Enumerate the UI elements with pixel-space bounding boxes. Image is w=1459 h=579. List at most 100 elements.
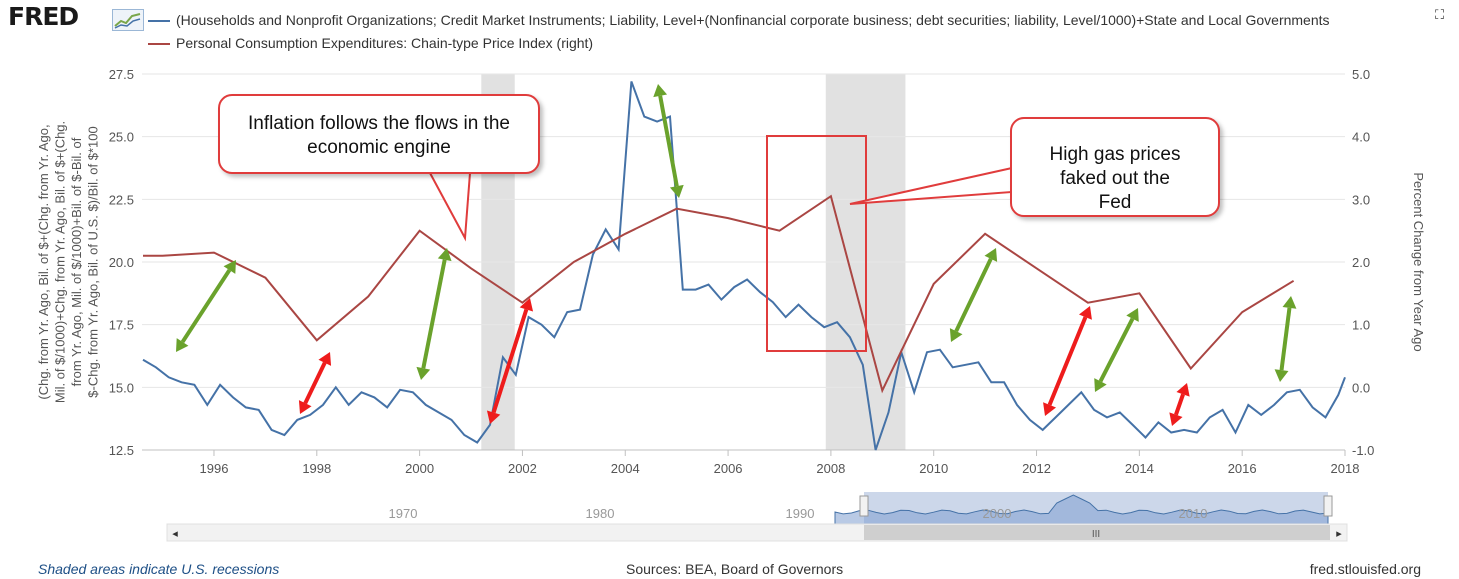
red-arrow-3-head-start <box>1169 412 1183 426</box>
green-arrow-0 <box>176 260 236 352</box>
red-arrow-1-head-end <box>519 298 534 312</box>
site-link[interactable]: fred.stlouisfed.org <box>1309 561 1421 577</box>
scrollbar-grip: III <box>1092 529 1100 540</box>
legend-swatch-red <box>148 43 170 46</box>
navigator-series <box>834 494 1329 525</box>
navigator-label-3: 2000 <box>983 506 1012 521</box>
red-arrow-3-head-end <box>1176 383 1190 397</box>
red-arrow-1-shaft <box>491 308 529 414</box>
green-arrow-3-head-end <box>984 248 998 262</box>
callout-high-gas-prices: High gas prices faked out the Fed <box>1010 117 1220 217</box>
navigator-handle-right <box>1323 495 1333 517</box>
navigator[interactable]: 1970 1980 1990 2000 2010 III ◂ ▸ <box>166 492 1348 542</box>
green-arrow-1-head-start <box>416 366 431 380</box>
left-tick-label-2: 22.5 <box>109 192 134 207</box>
green-arrow-5-head-start <box>1274 369 1289 382</box>
highlight-box-2007 <box>766 135 867 352</box>
green-arrow-1-shaft <box>421 259 447 369</box>
red-arrow-0-head-end <box>318 352 332 366</box>
x-tick-label-0: 1996 <box>200 461 229 476</box>
green-arrow-2-head-start <box>653 84 668 98</box>
red-arrow-0-shaft <box>303 361 327 405</box>
left-axis-label-line: (Chg. from Yr. Ago, Bil. of $+(Chg. from… <box>36 124 51 399</box>
fred-logo-chart-icon <box>112 9 144 31</box>
green-arrow-3 <box>949 248 998 342</box>
legend-series-2-label: Personal Consumption Expenditures: Chain… <box>176 35 594 51</box>
navigator-label-1: 1980 <box>586 506 615 521</box>
green-arrow-4-head-end <box>1126 308 1139 322</box>
green-arrow-3-head-start <box>949 328 963 342</box>
green-arrow-0-head-start <box>176 338 189 352</box>
x-tick-label-5: 2006 <box>714 461 743 476</box>
green-arrow-1-head-end <box>437 248 452 262</box>
left-axis-label-line: Mil. of $/1000)+Chg. from Yr. Ago, Bil. … <box>53 121 68 403</box>
legend-swatch-blue <box>148 20 170 23</box>
right-tick-label-3: 2.0 <box>1352 255 1370 270</box>
red-arrow-3 <box>1169 383 1190 426</box>
right-tick-label-6: -1.0 <box>1352 443 1374 458</box>
green-arrow-2-head-end <box>669 184 684 198</box>
legend-series-2[interactable]: Personal Consumption Expenditures: Chain… <box>148 35 1438 51</box>
red-arrow-1 <box>486 298 534 424</box>
green-arrow-4 <box>1094 308 1139 392</box>
x-tick-label-10: 2016 <box>1228 461 1257 476</box>
series-line-1 <box>143 194 1295 394</box>
green-arrow-2 <box>653 84 684 198</box>
left-axis-label-line: $-Chg. from Yr. Ago, Bil. of U.S. $)/Bil… <box>86 126 101 397</box>
axes: 27.5 25.0 22.5 20.0 17.5 15.0 12.5 5.0 4.0 3.0 2.0… <box>36 67 1426 476</box>
x-tick-label-6: 2008 <box>816 461 845 476</box>
series-line-0 <box>142 81 1346 451</box>
red-arrow-2-shaft <box>1047 316 1088 406</box>
navigator-label-0: 1970 <box>389 506 418 521</box>
red-arrow-0 <box>298 352 332 414</box>
green-arrow-0-head-end <box>223 260 236 274</box>
navigator-label-4: 2010 <box>1179 506 1208 521</box>
x-tick-label-1: 1998 <box>302 461 331 476</box>
fred-logo[interactable]: FRED <box>8 2 79 31</box>
green-arrow-5-head-end <box>1282 296 1297 309</box>
green-arrow-0-shaft <box>180 268 232 344</box>
right-axis-label: Percent Change from Year Ago <box>1411 172 1426 351</box>
red-arrow-2-head-start <box>1043 402 1057 416</box>
red-arrow-3-shaft <box>1174 393 1185 416</box>
callout-inflation-flows: Inflation follows the flows in the econo… <box>218 94 540 174</box>
left-tick-label-5: 15.0 <box>109 380 134 395</box>
green-arrow-5 <box>1274 296 1297 382</box>
scrollbar-left-arrow: ◂ <box>172 527 178 540</box>
x-tick-label-4: 2004 <box>611 461 640 476</box>
green-arrow-2-shaft <box>658 95 679 187</box>
right-tick-label-4: 1.0 <box>1352 318 1370 333</box>
x-tick-label-9: 2014 <box>1125 461 1154 476</box>
left-tick-label-3: 20.0 <box>109 255 134 270</box>
legend-series-1-label: (Households and Nonprofit Organizations;… <box>176 12 1330 28</box>
x-tick-label-8: 2012 <box>1022 461 1051 476</box>
series-lines <box>142 81 1346 451</box>
green-arrow-4-head-start <box>1094 378 1107 392</box>
callout1-tail <box>428 172 472 242</box>
left-axis-label-line: from Yr. Ago, Mil. of $/1000)+Bil. of $-… <box>69 137 84 386</box>
right-tick-label-0: 5.0 <box>1352 67 1370 82</box>
left-tick-label-6: 12.5 <box>109 443 134 458</box>
red-arrow-0-head-start <box>298 400 312 414</box>
x-tick-label-3: 2002 <box>508 461 537 476</box>
sources-text: Sources: BEA, Board of Governors <box>626 561 844 577</box>
scrollbar-thumb <box>864 525 1330 540</box>
green-arrow-4-shaft <box>1098 317 1135 383</box>
navigator-handle-left <box>859 495 869 517</box>
green-arrow-5-shaft <box>1279 307 1292 371</box>
left-axis-label: (Chg. from Yr. Ago, Bil. of $+(Chg. from… <box>36 121 101 403</box>
navigator-label-2: 1990 <box>786 506 815 521</box>
legend-series-1[interactable]: (Households and Nonprofit Organizations;… <box>148 12 1438 28</box>
x-tick-label-11: 2018 <box>1331 461 1360 476</box>
right-tick-label-5: 0.0 <box>1352 380 1370 395</box>
x-tick-label-2: 2000 <box>405 461 434 476</box>
left-tick-label-1: 25.0 <box>109 130 134 145</box>
red-arrow-2 <box>1043 306 1092 416</box>
right-tick-label-2: 3.0 <box>1352 192 1370 207</box>
fullscreen-icon[interactable]: ⛶ <box>1435 7 1445 22</box>
recession-note: Shaded areas indicate U.S. recessions <box>38 561 280 577</box>
red-arrow-1-head-start <box>486 410 501 424</box>
green-arrow-1 <box>416 248 452 380</box>
green-arrow-3-shaft <box>954 257 993 333</box>
